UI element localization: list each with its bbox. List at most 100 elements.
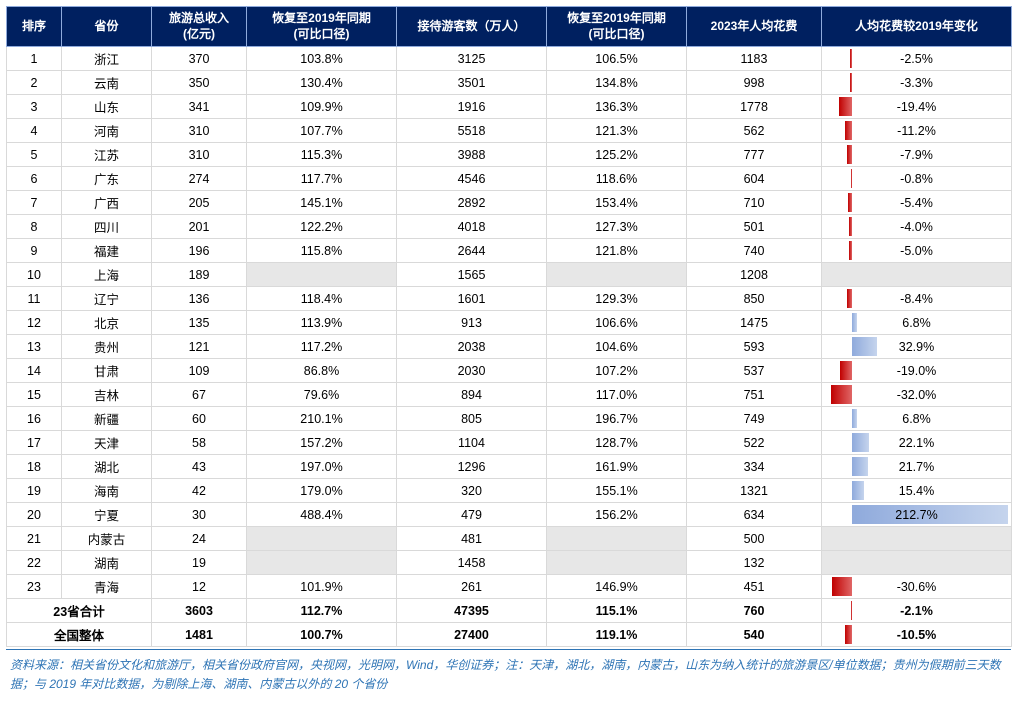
table-row: 5江苏310115.3%3988125.2%777-7.9% — [7, 143, 1012, 167]
change-cell — [822, 551, 1012, 575]
table-row: 6广东274117.7%4546118.6%604-0.8% — [7, 167, 1012, 191]
table-row: 13贵州121117.2%2038104.6%59332.9% — [7, 335, 1012, 359]
recovery1-cell: 101.9% — [247, 575, 397, 599]
recovery2-cell: 107.2% — [547, 359, 687, 383]
revenue-cell: 43 — [152, 455, 247, 479]
spend-cell: 1475 — [687, 311, 822, 335]
recovery2-cell: 121.8% — [547, 239, 687, 263]
rank-cell: 8 — [7, 215, 62, 239]
spend-cell: 740 — [687, 239, 822, 263]
recovery1-cell: 118.4% — [247, 287, 397, 311]
table-row: 17天津58157.2%1104128.7%52222.1% — [7, 431, 1012, 455]
spend-cell: 751 — [687, 383, 822, 407]
change-cell: -11.2% — [822, 119, 1012, 143]
table-row: 8四川201122.2%4018127.3%501-4.0% — [7, 215, 1012, 239]
revenue-cell: 274 — [152, 167, 247, 191]
spend-cell: 1778 — [687, 95, 822, 119]
rank-cell: 2 — [7, 71, 62, 95]
revenue-cell: 60 — [152, 407, 247, 431]
spend-cell: 593 — [687, 335, 822, 359]
rank-cell: 15 — [7, 383, 62, 407]
spend-cell: 1321 — [687, 479, 822, 503]
spend-cell: 1183 — [687, 47, 822, 71]
province-cell: 湖南 — [62, 551, 152, 575]
recovery2-cell: 117.0% — [547, 383, 687, 407]
table-header-row: 排序省份旅游总收入(亿元)恢复至2019年同期(可比口径)接待游客数（万人）恢复… — [7, 7, 1012, 47]
col-header-6: 2023年人均花费 — [687, 7, 822, 47]
recovery1-cell: 210.1% — [247, 407, 397, 431]
spend-cell: 710 — [687, 191, 822, 215]
revenue-cell: 341 — [152, 95, 247, 119]
spend-cell: 998 — [687, 71, 822, 95]
visitors-cell: 5518 — [397, 119, 547, 143]
change-cell: -30.6% — [822, 575, 1012, 599]
change-cell: -8.4% — [822, 287, 1012, 311]
recovery1-cell: 112.7% — [247, 599, 397, 623]
change-cell: -19.0% — [822, 359, 1012, 383]
visitors-cell: 4546 — [397, 167, 547, 191]
recovery2-cell: 156.2% — [547, 503, 687, 527]
table-row: 1浙江370103.8%3125106.5%1183-2.5% — [7, 47, 1012, 71]
summary-label: 全国整体 — [7, 623, 152, 647]
summary-row: 全国整体1481100.7%27400119.1%540-10.5% — [7, 623, 1012, 647]
spend-cell: 537 — [687, 359, 822, 383]
spend-cell: 132 — [687, 551, 822, 575]
change-cell — [822, 527, 1012, 551]
table-row: 3山东341109.9%1916136.3%1778-19.4% — [7, 95, 1012, 119]
recovery2-cell: 134.8% — [547, 71, 687, 95]
recovery1-cell: 115.3% — [247, 143, 397, 167]
visitors-cell: 479 — [397, 503, 547, 527]
province-cell: 四川 — [62, 215, 152, 239]
recovery1-cell: 103.8% — [247, 47, 397, 71]
revenue-cell: 310 — [152, 119, 247, 143]
visitors-cell: 2038 — [397, 335, 547, 359]
change-cell: -4.0% — [822, 215, 1012, 239]
spend-cell: 604 — [687, 167, 822, 191]
table-row: 15吉林6779.6%894117.0%751-32.0% — [7, 383, 1012, 407]
recovery1-cell: 79.6% — [247, 383, 397, 407]
col-header-4: 接待游客数（万人） — [397, 7, 547, 47]
rank-cell: 6 — [7, 167, 62, 191]
spend-cell: 501 — [687, 215, 822, 239]
recovery2-cell — [547, 527, 687, 551]
table-row: 10上海18915651208 — [7, 263, 1012, 287]
col-header-3: 恢复至2019年同期(可比口径) — [247, 7, 397, 47]
visitors-cell: 3125 — [397, 47, 547, 71]
recovery2-cell: 119.1% — [547, 623, 687, 647]
province-cell: 河南 — [62, 119, 152, 143]
province-cell: 新疆 — [62, 407, 152, 431]
change-cell: -2.1% — [822, 599, 1012, 623]
visitors-cell: 4018 — [397, 215, 547, 239]
rank-cell: 18 — [7, 455, 62, 479]
revenue-cell: 58 — [152, 431, 247, 455]
tourism-table: 排序省份旅游总收入(亿元)恢复至2019年同期(可比口径)接待游客数（万人）恢复… — [6, 6, 1012, 647]
rank-cell: 19 — [7, 479, 62, 503]
change-cell: -3.3% — [822, 71, 1012, 95]
recovery2-cell: 146.9% — [547, 575, 687, 599]
table-row: 2云南350130.4%3501134.8%998-3.3% — [7, 71, 1012, 95]
revenue-cell: 135 — [152, 311, 247, 335]
rank-cell: 21 — [7, 527, 62, 551]
revenue-cell: 3603 — [152, 599, 247, 623]
change-cell: -5.4% — [822, 191, 1012, 215]
visitors-cell: 894 — [397, 383, 547, 407]
table-row: 21内蒙古24481500 — [7, 527, 1012, 551]
province-cell: 青海 — [62, 575, 152, 599]
revenue-cell: 201 — [152, 215, 247, 239]
revenue-cell: 189 — [152, 263, 247, 287]
change-cell: 22.1% — [822, 431, 1012, 455]
change-cell: -7.9% — [822, 143, 1012, 167]
revenue-cell: 136 — [152, 287, 247, 311]
table-row: 18湖北43197.0%1296161.9%33421.7% — [7, 455, 1012, 479]
visitors-cell: 3988 — [397, 143, 547, 167]
revenue-cell: 19 — [152, 551, 247, 575]
rank-cell: 13 — [7, 335, 62, 359]
recovery2-cell: 128.7% — [547, 431, 687, 455]
change-cell: -0.8% — [822, 167, 1012, 191]
revenue-cell: 12 — [152, 575, 247, 599]
spend-cell: 1208 — [687, 263, 822, 287]
spend-cell: 634 — [687, 503, 822, 527]
province-cell: 甘肃 — [62, 359, 152, 383]
spend-cell: 522 — [687, 431, 822, 455]
visitors-cell: 805 — [397, 407, 547, 431]
